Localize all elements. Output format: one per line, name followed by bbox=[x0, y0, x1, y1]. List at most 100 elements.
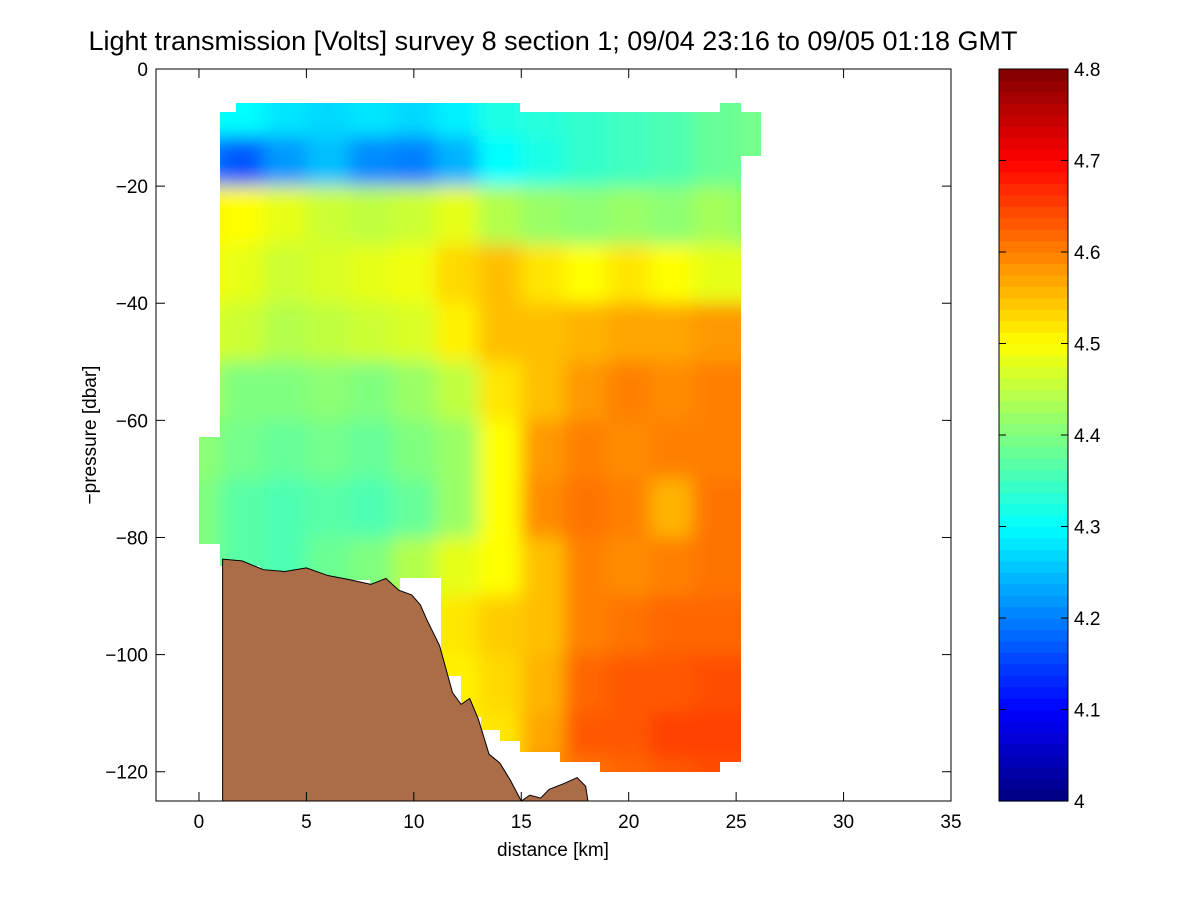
field-cell bbox=[435, 537, 480, 598]
field-cell bbox=[392, 303, 437, 363]
field-cell bbox=[607, 757, 652, 772]
colorbar-band bbox=[999, 423, 1068, 436]
field-cell bbox=[220, 361, 265, 422]
x-tick-label: 15 bbox=[511, 812, 532, 833]
colorbar-band bbox=[999, 183, 1068, 196]
colorbar-band bbox=[999, 286, 1068, 299]
y-tick-label: −80 bbox=[116, 528, 148, 549]
colorbar-band bbox=[999, 572, 1068, 585]
field-cell bbox=[564, 136, 609, 188]
field-cell bbox=[650, 420, 695, 480]
axes-frame bbox=[155, 68, 952, 802]
field-cell bbox=[521, 244, 566, 305]
field-cell bbox=[607, 654, 652, 715]
colorbar-band bbox=[999, 297, 1068, 310]
colorbar-band bbox=[999, 606, 1068, 619]
field-cell bbox=[220, 244, 265, 305]
field-cell bbox=[521, 361, 566, 422]
colorbar-band bbox=[999, 526, 1068, 539]
field-cell bbox=[392, 103, 437, 138]
colorbar-band bbox=[999, 252, 1068, 265]
colorbar-axis: 4 4.1 4.2 4.3 4.4 4.5 4.6 4.7 4.8 bbox=[999, 60, 1101, 813]
field-cell bbox=[650, 596, 695, 656]
x-tick-label: 10 bbox=[403, 812, 424, 833]
colorbar-band bbox=[999, 583, 1068, 596]
field-cell bbox=[564, 303, 609, 363]
field-cell bbox=[650, 757, 695, 772]
field-cell bbox=[564, 478, 609, 539]
colorbar-tick-label: 4.8 bbox=[1074, 60, 1100, 81]
field-cell bbox=[435, 478, 480, 539]
colorbar-tick-label: 4.2 bbox=[1074, 609, 1100, 630]
field-cell bbox=[521, 478, 566, 539]
colorbar-band bbox=[999, 709, 1068, 722]
colorbar-band bbox=[999, 389, 1068, 402]
field-cell bbox=[220, 420, 265, 480]
colorbar bbox=[999, 69, 1068, 802]
colorbar-band bbox=[999, 126, 1068, 139]
colorbar-band bbox=[999, 103, 1068, 116]
field-cell bbox=[263, 420, 308, 480]
colorbar-band bbox=[999, 675, 1068, 688]
colorbar-band bbox=[999, 377, 1068, 390]
colorbar-band bbox=[999, 743, 1068, 756]
colorbar-band bbox=[999, 354, 1068, 367]
colorbar-band bbox=[999, 457, 1068, 470]
field-cell bbox=[607, 136, 652, 188]
colorbar-tick-label: 4.5 bbox=[1074, 335, 1100, 356]
field-cell bbox=[478, 103, 523, 138]
colorbar-band bbox=[999, 640, 1068, 653]
field-cell bbox=[521, 596, 566, 656]
field-cell bbox=[607, 537, 652, 598]
field-cell bbox=[392, 478, 437, 539]
colorbar-band bbox=[999, 160, 1068, 173]
field-cell bbox=[220, 136, 265, 188]
field-cell bbox=[607, 420, 652, 480]
colorbar-band bbox=[999, 503, 1068, 516]
field-cell bbox=[349, 420, 394, 480]
colorbar-band bbox=[999, 766, 1068, 779]
field-cell bbox=[349, 136, 394, 188]
colorbar-band bbox=[999, 778, 1068, 791]
colorbar-tick-label: 4.6 bbox=[1074, 243, 1100, 264]
colorbar-band bbox=[999, 663, 1068, 676]
field-cell bbox=[435, 103, 480, 138]
field-cell bbox=[306, 361, 351, 422]
field-cell bbox=[607, 303, 652, 363]
field-cell bbox=[564, 244, 609, 305]
field-cell bbox=[220, 186, 265, 246]
field-cell bbox=[435, 420, 480, 480]
field-cell bbox=[693, 537, 738, 598]
colorbar-band bbox=[999, 194, 1068, 207]
field-cell bbox=[693, 596, 738, 656]
colorbar-band bbox=[999, 80, 1068, 93]
field-cell bbox=[478, 361, 523, 422]
field-cell bbox=[306, 303, 351, 363]
x-axis: 0 5 10 15 20 25 30 35 bbox=[194, 69, 962, 833]
field-cell bbox=[521, 136, 566, 188]
colorbar-band bbox=[999, 332, 1068, 345]
field-cell bbox=[435, 303, 480, 363]
field-cell bbox=[349, 361, 394, 422]
colorbar-band bbox=[999, 240, 1068, 253]
colorbar-band bbox=[999, 263, 1068, 276]
field-cell bbox=[306, 478, 351, 539]
field-cell bbox=[349, 303, 394, 363]
field-cell bbox=[607, 361, 652, 422]
field-cell bbox=[263, 361, 308, 422]
field-cell bbox=[521, 420, 566, 480]
field-cell bbox=[306, 136, 351, 188]
y-tick-label: 0 bbox=[137, 60, 148, 81]
field-cell bbox=[693, 654, 738, 715]
field-cell bbox=[650, 361, 695, 422]
colorbar-band bbox=[999, 69, 1068, 82]
field-cell bbox=[564, 654, 609, 715]
field-cell bbox=[435, 244, 480, 305]
field-cell bbox=[435, 596, 480, 656]
colorbar-band bbox=[999, 412, 1068, 425]
field-cell bbox=[306, 244, 351, 305]
field-cell bbox=[478, 244, 523, 305]
field-cell bbox=[650, 136, 695, 188]
field-cell bbox=[478, 420, 523, 480]
y-axis-label: −pressure [dbar] bbox=[80, 366, 101, 505]
